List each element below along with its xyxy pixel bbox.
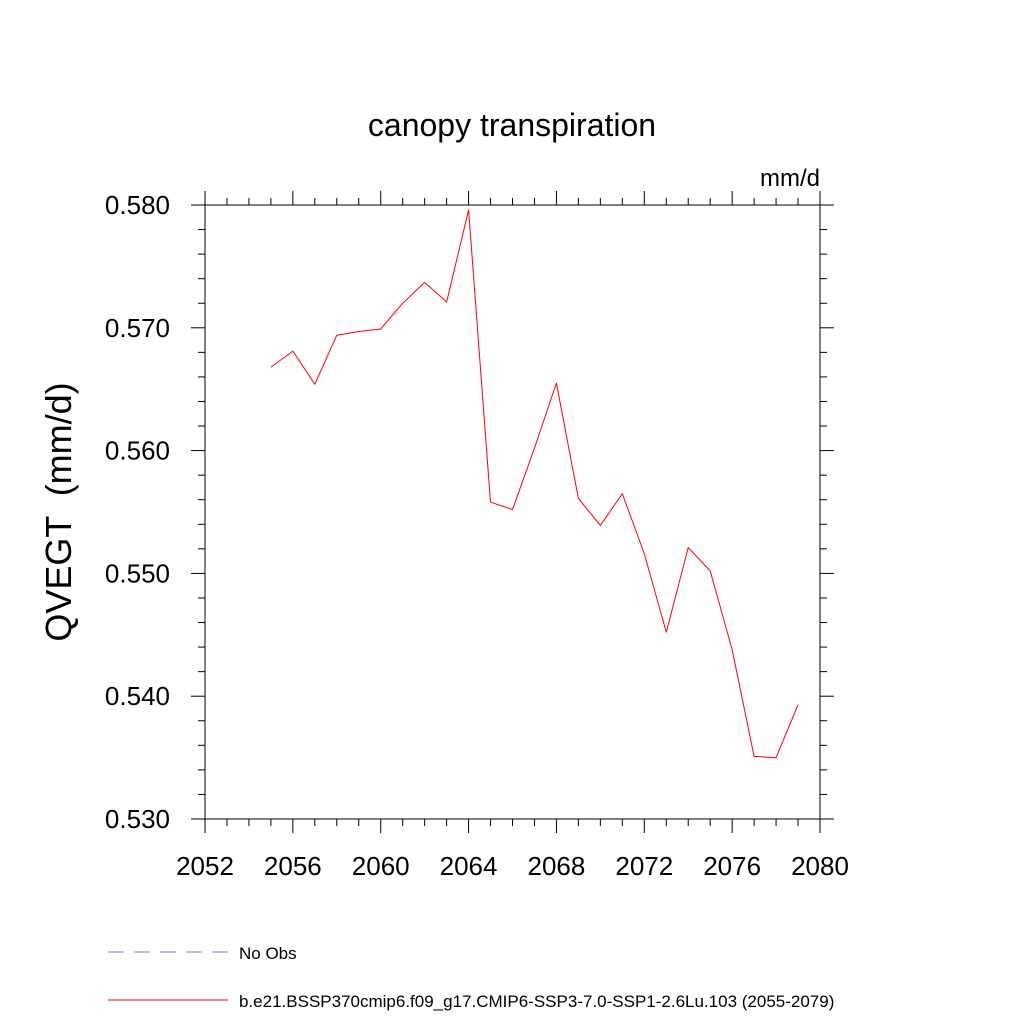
y-tick-label: 0.540: [105, 681, 170, 711]
y-tick-label: 0.570: [105, 313, 170, 343]
x-tick-label: 2052: [176, 851, 234, 881]
units-label: mm/d: [760, 165, 820, 192]
y-tick-label: 0.560: [105, 436, 170, 466]
legend-label-no-obs: No Obs: [239, 944, 297, 963]
y-tick-label: 0.580: [105, 190, 170, 220]
x-tick-label: 2068: [528, 851, 586, 881]
series-line-0: [270, 209, 799, 759]
x-tick-label: 2064: [440, 851, 498, 881]
major-ticks: [191, 191, 834, 833]
y-axis-label: QVEGT (mm/d): [38, 382, 79, 641]
chart-title: canopy transpiration: [368, 107, 656, 143]
x-tick-label: 2060: [352, 851, 410, 881]
x-tick-label: 2076: [703, 851, 761, 881]
series-layer: [270, 209, 799, 759]
y-tick-label: 0.550: [105, 558, 170, 588]
legend: No Obs b.e21.BSSP370cmip6.f09_g17.CMIP6-…: [108, 944, 834, 1011]
x-tick-label: 2056: [264, 851, 322, 881]
legend-label-series: b.e21.BSSP370cmip6.f09_g17.CMIP6-SSP3-7.…: [239, 992, 834, 1011]
x-tick-labels: 2052 2056 2060 2064 2068 2072 2076 2080: [176, 851, 849, 881]
y-tick-labels: 0.530 0.540 0.550 0.560 0.570 0.580: [105, 190, 170, 834]
minor-ticks: [198, 198, 827, 826]
y-tick-label: 0.530: [105, 804, 170, 834]
x-tick-label: 2080: [791, 851, 849, 881]
plot-frame: [204, 204, 821, 820]
x-tick-label: 2072: [615, 851, 673, 881]
